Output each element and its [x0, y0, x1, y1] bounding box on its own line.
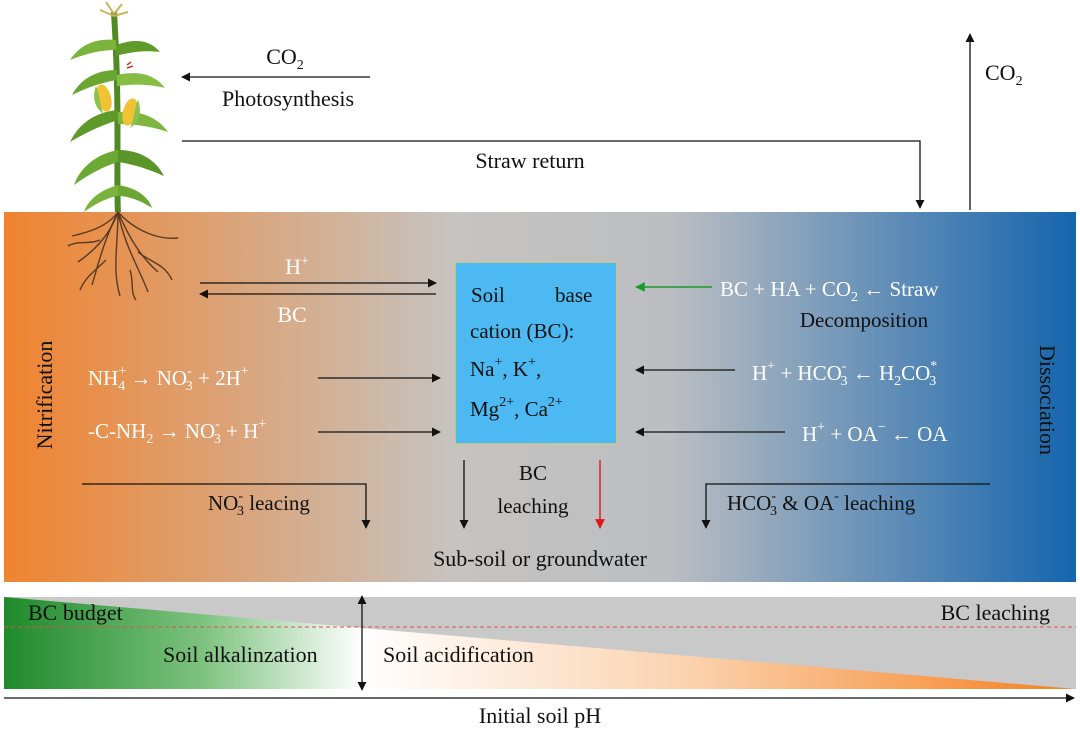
- hco3-oa-leaching-label: HCO-3 & OA- leaching: [727, 489, 916, 519]
- bc-leaching-label-2: leaching: [497, 494, 569, 518]
- acidification-region: [362, 628, 1076, 689]
- box-line4-mg-ca: Mg2+, Ca2+: [470, 395, 563, 421]
- ph-gradient-band: [4, 597, 1076, 689]
- nh4-nitrification-equation: NH+ 4 → NO-3 + 2H+: [88, 364, 249, 394]
- dissociation-label: Dissociation: [1035, 345, 1060, 455]
- cnh2-nitrification-equation: -C-NH2 → NO-3 + H+: [88, 417, 266, 447]
- hco3-oa-leaching-arrow: [701, 483, 990, 529]
- nitrification-label: Nitrification: [32, 341, 57, 450]
- subsoil-groundwater-label: Sub-soil or groundwater: [433, 546, 648, 571]
- oa-dissociation-equation: H+ + OA− ← OA: [802, 420, 948, 446]
- photosynthesis-label: Photosynthesis: [222, 86, 354, 111]
- bc-budget-region: [4, 597, 362, 689]
- soil-base-cation-box: Soil base cation (BC): Na+, K+, Mg2+, Ca…: [454, 261, 618, 445]
- h2co3-dissociation-equation: H+ + HCO-3 ← H2CO* 3: [752, 359, 937, 389]
- roots-icon: [67, 211, 179, 301]
- bc-leaching-label-1: BC: [519, 461, 547, 485]
- box-line1-base: base: [555, 283, 592, 307]
- box-line2-cation: cation (BC):: [470, 319, 574, 343]
- straw-return-arrow: [182, 140, 925, 209]
- soil-acidification-label: Soil acidification: [383, 642, 534, 667]
- corn-plant-icon: [70, 1, 168, 216]
- box-line1-soil: Soil: [471, 283, 505, 307]
- co2-release-label: CO2: [985, 60, 1023, 89]
- straw-return-label: Straw return: [475, 148, 584, 173]
- decomposition-label: Decomposition: [800, 308, 929, 332]
- straw-decomposition-equation: BC + HA + CO2 ← Straw: [720, 277, 939, 305]
- bc-budget-label: BC budget: [28, 600, 123, 625]
- co2-photosynthesis-label: CO2: [266, 44, 304, 73]
- box-line3-na-k: Na+, K+,: [470, 355, 541, 381]
- no3-leaching-arrow: [82, 483, 371, 529]
- bc-exchange-label: BC: [277, 302, 306, 327]
- h-plus-label: H+: [285, 254, 309, 279]
- initial-soil-ph-label: Initial soil pH: [479, 703, 601, 728]
- soil-alkalinization-label: Soil alkalinzation: [163, 642, 318, 667]
- bc-leaching-band-label: BC leaching: [941, 600, 1050, 625]
- no3-leacing-label: NO-3 leacing: [208, 489, 310, 519]
